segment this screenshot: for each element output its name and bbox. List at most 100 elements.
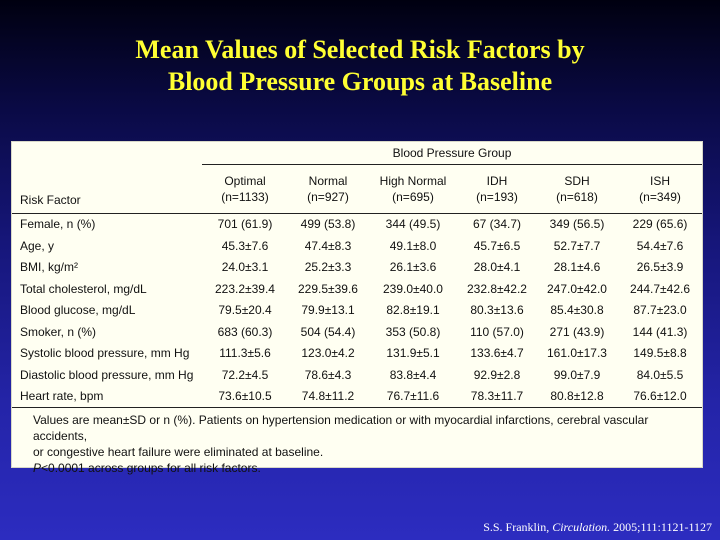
table-cell: 78.6±4.3 [304, 367, 352, 382]
column-n: (n=927) [307, 189, 349, 204]
table-cell: 24.0±3.1 [221, 260, 269, 275]
table-cell: 26.5±3.9 [636, 260, 684, 275]
notes-line-2: or congestive heart failure were elimina… [33, 445, 324, 459]
slide-title: Mean Values of Selected Risk Factors by … [0, 34, 720, 98]
table-cell: 83.8±4.4 [389, 367, 437, 382]
citation-author: S.S. Franklin, [483, 520, 550, 534]
table-cell: 54.4±7.6 [636, 238, 684, 253]
table-cell: 82.8±19.1 [386, 303, 440, 318]
table-cell: 271 (43.9) [549, 324, 605, 339]
table-row: Blood glucose, mg/dL 79.5±20.4 79.9±13.1 82… [12, 300, 702, 322]
column-name: High Normal [379, 173, 447, 188]
column-header: Normal (n=927) [288, 164, 368, 214]
table-cell: 111.3±5.6 [219, 346, 271, 361]
table-row: Female, n (%) 701 (61.9) 499 (53.8) 344 (49… [12, 213, 702, 235]
column-name: IDH [486, 173, 508, 188]
row-label: Systolic blood pressure, mm Hg [20, 346, 190, 361]
table-cell: 149.5±8.8 [633, 346, 687, 361]
table-cell: 76.6±12.0 [618, 385, 703, 408]
column-header: ISH (n=349) [618, 164, 703, 214]
table-cell: 49.1±8.0 [389, 238, 437, 253]
table-cell: 499 (53.8) [300, 217, 356, 232]
column-n: (n=618) [556, 189, 598, 204]
table-cell: 223.2±39.4 [215, 281, 275, 296]
table-cell: 353 (50.8) [385, 324, 441, 339]
table-row: Diastolic blood pressure, mm Hg 72.2±4.5 7… [12, 364, 702, 386]
table-cell: 232.8±42.2 [467, 281, 527, 296]
group-header-spacer [12, 142, 202, 165]
row-label: Heart rate, bpm [12, 385, 202, 408]
column-name: Optimal [224, 173, 266, 188]
table-cell: 247.0±42.0 [547, 281, 607, 296]
table-cell: 84.0±5.5 [636, 367, 684, 382]
table-cell: 76.7±11.6 [368, 385, 458, 408]
column-n: (n=1133) [221, 189, 269, 204]
risk-factor-table: Blood Pressure Group Risk Factor Optimal… [12, 142, 703, 408]
table-cell: 229 (65.6) [632, 217, 688, 232]
table-cell: 79.9±13.1 [301, 303, 355, 318]
column-header: SDH (n=618) [536, 164, 618, 214]
table-row: Systolic blood pressure, mm Hg 111.3±5.6 1… [12, 343, 702, 365]
table-cell: 28.1±4.6 [553, 260, 601, 275]
column-name: SDH [564, 173, 590, 188]
table-row: BMI, kg/m² 24.0±3.1 25.2±3.3 26.1±3.6 28.0±4… [12, 257, 702, 279]
row-label: Age, y [20, 238, 55, 253]
table-cell: 244.7±42.6 [630, 281, 691, 296]
table-cell: 67 (34.7) [472, 217, 522, 232]
table-cell: 92.9±2.8 [473, 367, 521, 382]
table-cell: 87.7±23.0 [633, 303, 687, 318]
table-cell: 161.0±17.3 [547, 346, 607, 361]
table-cell: 123.0±4.2 [301, 346, 355, 361]
title-line-1: Mean Values of Selected Risk Factors by [135, 35, 585, 64]
table-cell: 131.9±5.1 [386, 346, 440, 361]
notes-line-1: Values are mean±SD or n (%). Patients on… [33, 413, 649, 443]
row-label: BMI, kg/m² [20, 260, 79, 275]
title-line-2: Blood Pressure Groups at Baseline [167, 67, 553, 96]
p-value-symbol: P [33, 461, 42, 475]
column-n: (n=193) [476, 189, 518, 204]
column-n: (n=349) [639, 189, 681, 204]
table-cell: 80.8±12.8 [536, 385, 618, 408]
table-row: Age, y 45.3±7.6 47.4±8.3 49.1±8.0 45.7±6.5 52… [12, 235, 702, 257]
table-cell: 52.7±7.7 [553, 238, 601, 253]
table-cell: 344 (49.5) [385, 217, 441, 232]
table-panel: Blood Pressure Group Risk Factor Optimal… [11, 141, 703, 475]
row-label: Female, n (%) [20, 217, 96, 232]
table-cell: 28.0±4.1 [473, 260, 521, 275]
column-header: Optimal (n=1133) [202, 164, 288, 214]
table-cell: 349 (56.5) [549, 217, 605, 232]
table-cell: 72.2±4.5 [221, 367, 269, 382]
risk-factor-header: Risk Factor [12, 164, 202, 214]
table-cell: 25.2±3.3 [304, 260, 352, 275]
column-name: ISH [650, 173, 671, 188]
table-cell: 144 (41.3) [632, 324, 688, 339]
row-label: Diastolic blood pressure, mm Hg [20, 367, 194, 382]
citation-ref: 2005;111:1121-1127 [613, 520, 712, 534]
table-cell: 45.3±7.6 [221, 238, 269, 253]
citation: S.S. Franklin, Circulation. 2005;111:112… [483, 520, 712, 535]
table-cell: 99.0±7.9 [553, 367, 601, 382]
table-cell: 239.0±40.0 [383, 281, 443, 296]
table-row: Heart rate, bpm 73.6±10.5 74.8±11.2 76.7±11… [12, 385, 703, 408]
table-cell: 47.4±8.3 [304, 238, 352, 253]
table-cell: 80.3±13.6 [470, 303, 524, 318]
table-cell: 45.7±6.5 [473, 238, 521, 253]
table-cell: 26.1±3.6 [389, 260, 437, 275]
table-cell: 110 (57.0) [470, 324, 524, 339]
column-header: IDH (n=193) [458, 164, 536, 214]
column-name: Normal [308, 173, 348, 188]
table-cell: 683 (60.3) [217, 324, 273, 339]
table-cell: 85.4±30.8 [550, 303, 604, 318]
table-row: Total cholesterol, mg/dL 223.2±39.4 229.5±… [12, 278, 702, 300]
table-cell: 229.5±39.6 [298, 281, 358, 296]
citation-journal: Circulation. [552, 520, 611, 534]
table-cell: 79.5±20.4 [218, 303, 272, 318]
table-cell: 701 (61.9) [217, 217, 273, 232]
table-row: Smoker, n (%) 683 (60.3) 504 (54.4) 353 (50… [12, 321, 702, 343]
table-cell: 74.8±11.2 [288, 385, 368, 408]
row-label: Smoker, n (%) [20, 324, 97, 339]
row-label: Total cholesterol, mg/dL [20, 281, 147, 296]
table-cell: 78.3±11.7 [458, 385, 536, 408]
column-n: (n=695) [392, 189, 434, 204]
table-cell: 73.6±10.5 [202, 385, 288, 408]
